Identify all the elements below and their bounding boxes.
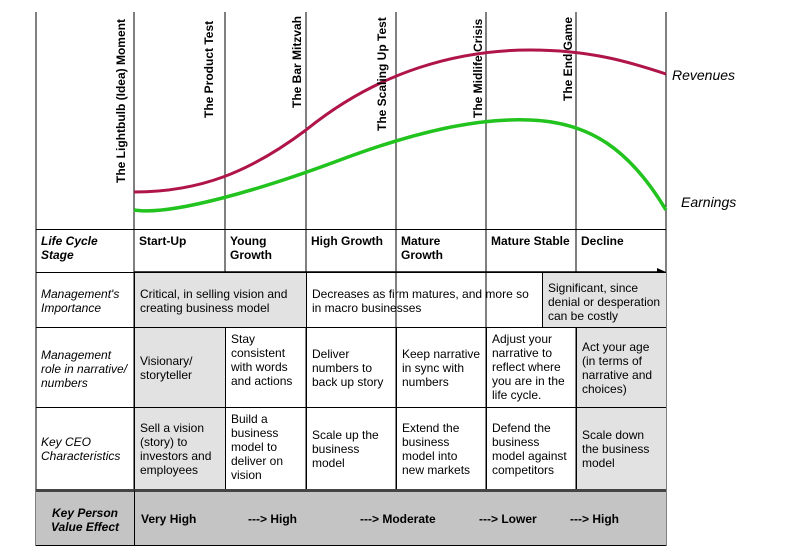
value-effect: Very High xyxy=(141,512,197,526)
milestone-label: The Product Test xyxy=(202,20,216,118)
revenues-label: Revenues xyxy=(672,67,736,83)
earnings-curve xyxy=(133,118,668,213)
stage-header: Start-Up xyxy=(134,229,225,272)
row-label-value: Key Person Value Effect xyxy=(36,489,134,546)
role-cell: Keep narrative in sync with numbers xyxy=(396,327,486,407)
revenues-curve xyxy=(133,48,667,194)
role-cell: Deliver numbers to back up story xyxy=(306,327,396,407)
row-label-importance: Management's Importance xyxy=(36,272,134,327)
earnings-label: Earnings xyxy=(681,194,737,210)
milestone-label: The Lightbulb (Idea) Moment xyxy=(114,19,128,183)
stage-header: Mature Stable xyxy=(486,229,576,272)
ceo-cell: Build a business model to deliver on vis… xyxy=(225,407,306,489)
milestone-label: The Bar Mitzvah xyxy=(290,15,304,108)
milestone-label: The Scaling Up Test xyxy=(375,17,389,131)
ceo-cell: Sell a vision (story) to investors and e… xyxy=(134,407,225,489)
value-effect: ---> Lower xyxy=(479,512,537,526)
importance-decline: Significant, since denial or desperation… xyxy=(542,272,666,327)
milestone-label: The End Game xyxy=(561,16,575,101)
role-cell: Adjust your narrative to reflect where y… xyxy=(486,327,576,407)
stage-table: Life Cycle Stage Start-Up Young Growth H… xyxy=(36,229,667,547)
row-label-ceo: Key CEO Characteristics xyxy=(36,407,134,489)
role-cell: Stay consistent with words and actions xyxy=(225,327,306,407)
ceo-cell: Scale down the business model xyxy=(576,407,666,489)
ceo-cell: Defend the business model against compet… xyxy=(486,407,576,489)
value-effect: ---> High xyxy=(248,512,297,526)
stage-header: Mature Growth xyxy=(396,229,486,272)
role-cell: Act your age (in terms of narrative and … xyxy=(576,327,666,407)
stage-header: High Growth xyxy=(306,229,396,272)
importance-middle: Decreases as firm matures, and more so i… xyxy=(306,272,542,327)
row-label-stage: Life Cycle Stage xyxy=(36,229,134,272)
value-effect-band xyxy=(134,489,666,546)
importance-startup: Critical, in selling vision and creating… xyxy=(134,272,306,327)
stage-header: Young Growth xyxy=(225,229,306,272)
row-label-role: Management role in narrative/ numbers xyxy=(36,327,134,407)
value-effect: ---> High xyxy=(570,512,619,526)
value-effect: ---> Moderate xyxy=(360,512,436,526)
stage-header: Decline xyxy=(576,229,666,272)
ceo-cell: Scale up the business model xyxy=(306,407,396,489)
ceo-cell: Extend the business model into new marke… xyxy=(396,407,486,489)
role-cell: Visionary/ storyteller xyxy=(134,327,225,407)
milestone-label: The Midlife Crisis xyxy=(471,18,485,118)
